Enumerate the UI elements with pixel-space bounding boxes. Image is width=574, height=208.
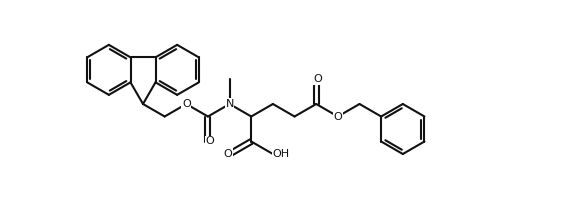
- Text: O: O: [182, 99, 191, 109]
- Text: O: O: [333, 111, 342, 121]
- Text: O: O: [314, 74, 323, 84]
- Text: N: N: [226, 99, 234, 109]
- Text: O: O: [205, 136, 214, 146]
- Text: OH: OH: [272, 149, 289, 159]
- Text: O: O: [223, 149, 232, 159]
